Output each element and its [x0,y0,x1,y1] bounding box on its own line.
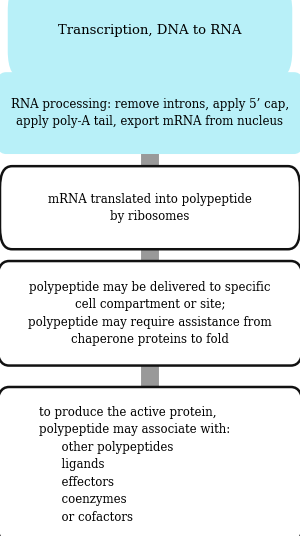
FancyBboxPatch shape [9,0,291,78]
FancyBboxPatch shape [0,387,300,536]
Text: RNA processing: remove introns, apply 5’ cap,
apply poly-A tail, export mRNA fro: RNA processing: remove introns, apply 5’… [11,98,289,128]
Text: mRNA translated into polypeptide
by ribosomes: mRNA translated into polypeptide by ribo… [48,193,252,223]
Polygon shape [133,344,167,408]
Text: to produce the active protein,
polypeptide may associate with:
      other polyp: to produce the active protein, polypepti… [39,406,230,524]
FancyBboxPatch shape [0,166,300,249]
Polygon shape [133,51,167,90]
Polygon shape [133,137,167,188]
FancyBboxPatch shape [0,73,300,153]
Text: Transcription, DNA to RNA: Transcription, DNA to RNA [58,24,242,38]
Polygon shape [133,228,167,282]
FancyBboxPatch shape [0,261,300,366]
Text: polypeptide may be delivered to specific
cell compartment or site;
polypeptide m: polypeptide may be delivered to specific… [28,281,272,346]
